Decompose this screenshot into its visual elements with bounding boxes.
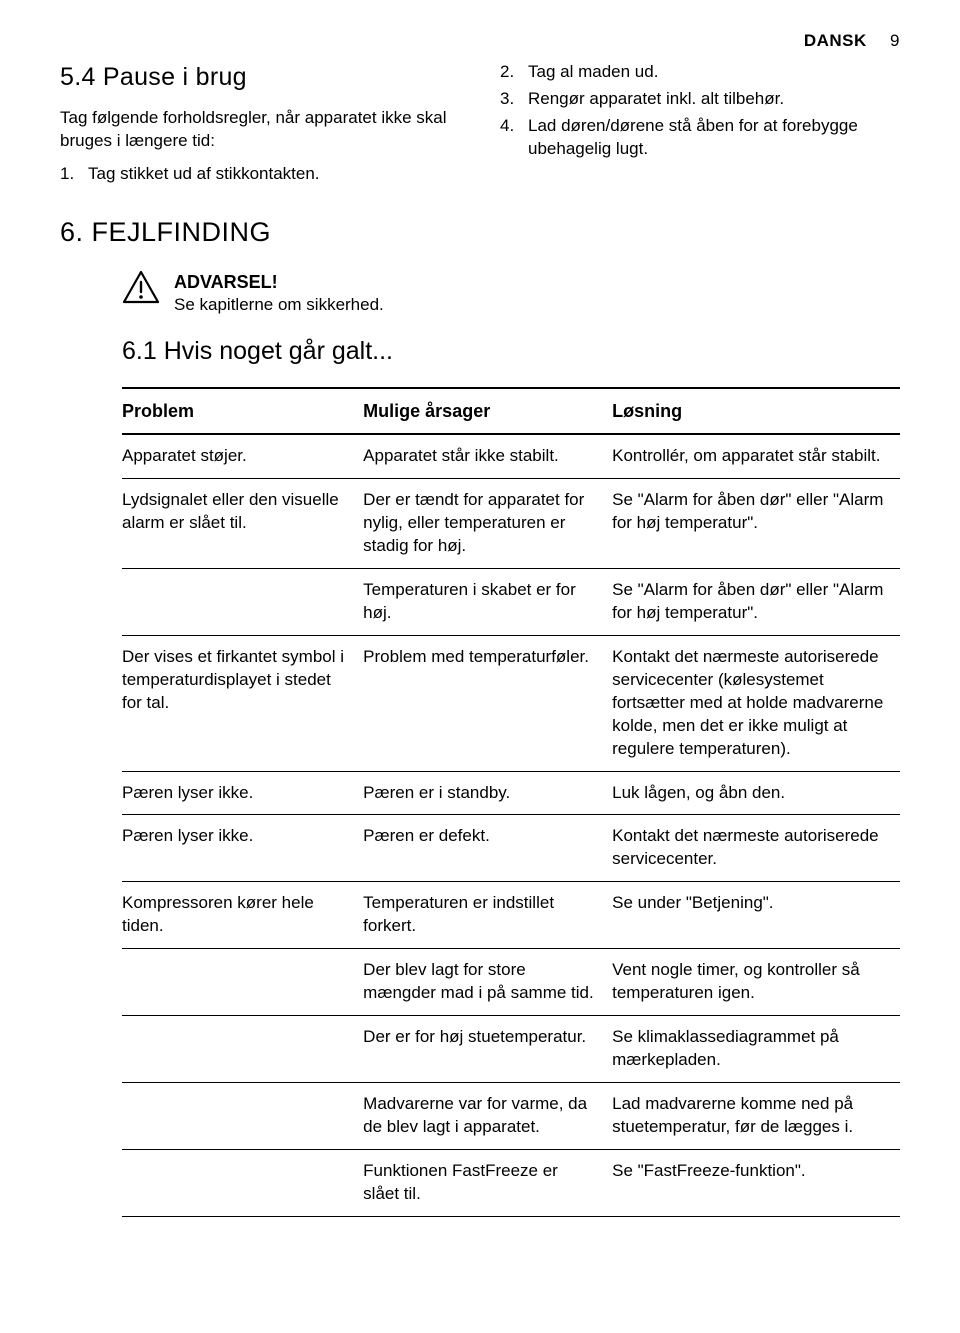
- cell: Lydsignalet eller den visuelle alarm er …: [122, 479, 363, 569]
- cell: [122, 1082, 363, 1149]
- cell: Vent nogle timer, og kontroller så tempe…: [612, 949, 900, 1016]
- section-5-4-heading: 5.4 Pause i brug: [60, 61, 460, 95]
- table-row: Funktionen FastFreeze er slået til.Se "F…: [122, 1149, 900, 1216]
- cell: Temperaturen er indstillet forkert.: [363, 882, 612, 949]
- cell: [122, 1149, 363, 1216]
- cell: Apparatet står ikke stabilt.: [363, 434, 612, 478]
- table-row: Temperaturen i skabet er for høj.Se "Ala…: [122, 568, 900, 635]
- list-item: 4. Lad døren/dørene stå åben for at fore…: [500, 115, 900, 161]
- right-column: 2. Tag al maden ud. 3. Rengør apparatet …: [500, 61, 900, 190]
- cell: Temperaturen i skabet er for høj.: [363, 568, 612, 635]
- warning-body: Se kapitlerne om sikkerhed.: [174, 294, 384, 317]
- warning-block: ADVARSEL! Se kapitlerne om sikkerhed.: [122, 270, 900, 317]
- cell: Funktionen FastFreeze er slået til.: [363, 1149, 612, 1216]
- item-text: Tag al maden ud.: [528, 61, 658, 84]
- item-number: 1.: [60, 163, 88, 186]
- cell: Pæren lyser ikke.: [122, 771, 363, 815]
- table-row: Madvarerne var for varme, da de blev lag…: [122, 1082, 900, 1149]
- table-row: Pæren lyser ikke.Pæren er i standby.Luk …: [122, 771, 900, 815]
- table-row: Der blev lagt for store mængder mad i på…: [122, 949, 900, 1016]
- table-row: Lydsignalet eller den visuelle alarm er …: [122, 479, 900, 569]
- table-row: Apparatet støjer.Apparatet står ikke sta…: [122, 434, 900, 478]
- item-text: Tag stikket ud af stikkontakten.: [88, 163, 320, 186]
- table-row: Pæren lyser ikke.Pæren er defekt.Kontakt…: [122, 815, 900, 882]
- cell: Pæren er defekt.: [363, 815, 612, 882]
- page-header: DANSK 9: [60, 30, 900, 53]
- cell: Se "FastFreeze-funktion".: [612, 1149, 900, 1216]
- item-number: 3.: [500, 88, 528, 111]
- steps-list-left: 1. Tag stikket ud af stikkontakten.: [60, 163, 460, 186]
- cell: Lad madvarerne komme ned på stuetemperat…: [612, 1082, 900, 1149]
- cell: Kontakt det nærmeste autoriserede servic…: [612, 635, 900, 771]
- warning-title: ADVARSEL!: [174, 270, 384, 294]
- cell: Se "Alarm for åben dør" eller "Alarm for…: [612, 479, 900, 569]
- cell: Der blev lagt for store mængder mad i på…: [363, 949, 612, 1016]
- cell: [122, 568, 363, 635]
- left-column: 5.4 Pause i brug Tag følgende forholdsre…: [60, 61, 460, 190]
- col-problem: Problem: [122, 388, 363, 434]
- cell: Kontrollér, om apparatet står stabilt.: [612, 434, 900, 478]
- warning-text: ADVARSEL! Se kapitlerne om sikkerhed.: [174, 270, 384, 317]
- intro-paragraph: Tag følgende forholdsregler, når apparat…: [60, 107, 460, 153]
- cell: Kompressoren kører hele tiden.: [122, 882, 363, 949]
- cell: Der vises et firkantet symbol i temperat…: [122, 635, 363, 771]
- cell: Der er for høj stuetemperatur.: [363, 1016, 612, 1083]
- col-causes: Mulige årsager: [363, 388, 612, 434]
- table-row: Der er for høj stuetemperatur.Se klimakl…: [122, 1016, 900, 1083]
- cell: Se klimaklassediagrammet på mærkepladen.: [612, 1016, 900, 1083]
- item-text: Rengør apparatet inkl. alt tilbehør.: [528, 88, 784, 111]
- cell: Kontakt det nærmeste autoriserede servic…: [612, 815, 900, 882]
- item-number: 2.: [500, 61, 528, 84]
- list-item: 3. Rengør apparatet inkl. alt tilbehør.: [500, 88, 900, 111]
- cell: [122, 949, 363, 1016]
- warning-icon: [122, 270, 160, 304]
- item-number: 4.: [500, 115, 528, 161]
- section-6-heading: 6. FEJLFINDING: [60, 214, 900, 250]
- cell: Se under "Betjening".: [612, 882, 900, 949]
- list-item: 2. Tag al maden ud.: [500, 61, 900, 84]
- table-row: Der vises et firkantet symbol i temperat…: [122, 635, 900, 771]
- table-row: Kompressoren kører hele tiden.Temperatur…: [122, 882, 900, 949]
- cell: Madvarerne var for varme, da de blev lag…: [363, 1082, 612, 1149]
- table-header-row: Problem Mulige årsager Løsning: [122, 388, 900, 434]
- cell: Se "Alarm for åben dør" eller "Alarm for…: [612, 568, 900, 635]
- language-label: DANSK: [804, 31, 867, 50]
- cell: Apparatet støjer.: [122, 434, 363, 478]
- cell: Luk lågen, og åbn den.: [612, 771, 900, 815]
- item-text: Lad døren/dørene stå åben for at forebyg…: [528, 115, 900, 161]
- troubleshooting-table: Problem Mulige årsager Løsning Apparatet…: [122, 387, 900, 1217]
- cell: Problem med temperaturføler.: [363, 635, 612, 771]
- steps-list-right: 2. Tag al maden ud. 3. Rengør apparatet …: [500, 61, 900, 161]
- intro-columns: 5.4 Pause i brug Tag følgende forholdsre…: [60, 61, 900, 190]
- cell: Pæren er i standby.: [363, 771, 612, 815]
- table-body: Apparatet støjer.Apparatet står ikke sta…: [122, 434, 900, 1216]
- cell: [122, 1016, 363, 1083]
- cell: Der er tændt for apparatet for nylig, el…: [363, 479, 612, 569]
- section-6-1-heading: 6.1 Hvis noget går galt...: [122, 335, 900, 369]
- list-item: 1. Tag stikket ud af stikkontakten.: [60, 163, 460, 186]
- page-number: 9: [890, 31, 900, 50]
- cell: Pæren lyser ikke.: [122, 815, 363, 882]
- col-solution: Løsning: [612, 388, 900, 434]
